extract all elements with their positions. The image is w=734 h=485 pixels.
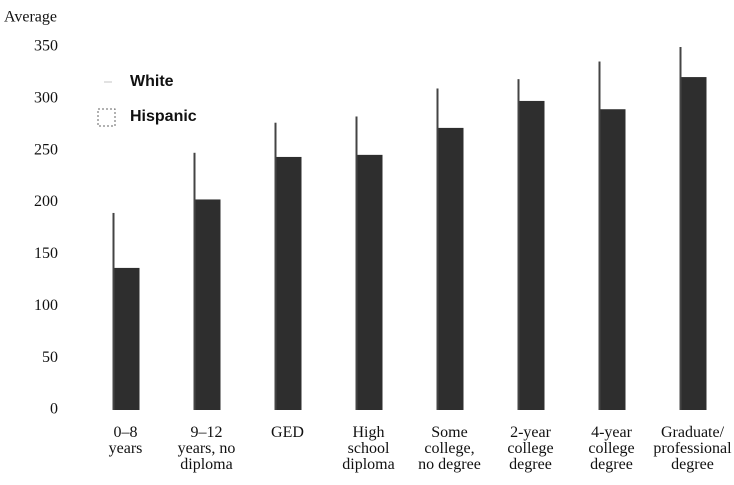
bar (600, 109, 626, 410)
y-tick-label: 350 (34, 38, 58, 55)
y-tick-label: 200 (34, 193, 58, 210)
legend-swatch (97, 108, 116, 127)
bar (276, 156, 302, 410)
bar (195, 199, 221, 410)
bar (355, 116, 358, 410)
y-tick-label: 150 (34, 245, 58, 262)
bar (114, 267, 140, 410)
bar (112, 212, 115, 410)
x-tick-label: GED (271, 424, 304, 441)
legend-label: Hispanic (130, 108, 197, 125)
y-tick-label: 0 (50, 401, 58, 418)
x-tick-label: 9–12 years, no diploma (178, 424, 236, 473)
bar (519, 100, 545, 410)
x-tick-label: Graduate/professional degree (653, 424, 732, 473)
x-tick-label: High school diploma (342, 424, 394, 473)
bar (517, 79, 520, 410)
bar (274, 122, 277, 410)
y-axis-label: Average (4, 9, 57, 26)
x-tick-label: 2-year college degree (507, 424, 553, 473)
y-tick-label: 50 (42, 349, 58, 366)
y-tick-label: 100 (34, 297, 58, 314)
y-tick-label: 250 (34, 141, 58, 158)
x-tick-label: Some college, no degree (418, 424, 481, 473)
x-tick-label: 4-year college degree (588, 424, 634, 473)
bar (438, 127, 464, 410)
bar (598, 61, 601, 411)
bar (357, 154, 383, 410)
y-tick-label: 300 (34, 90, 58, 107)
x-tick-label: 0–8 years (109, 424, 143, 457)
bar (436, 88, 439, 410)
bar (679, 47, 682, 410)
legend-label: White (130, 73, 174, 90)
bar (681, 77, 707, 410)
bar (193, 152, 196, 410)
